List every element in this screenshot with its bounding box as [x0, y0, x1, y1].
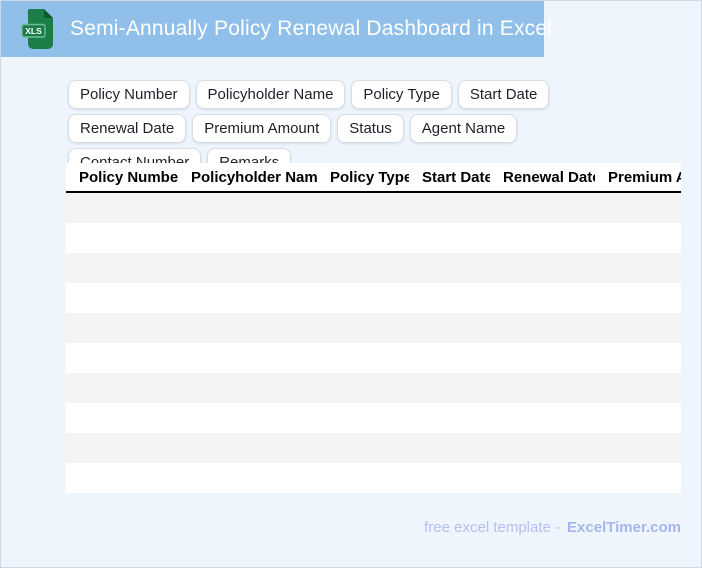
- table-row: [66, 403, 681, 433]
- column-header-policy-number: Policy Number: [66, 163, 178, 193]
- column-header-renewal-date: Renewal Date: [490, 163, 595, 193]
- table-row: [66, 192, 681, 223]
- table-row: [66, 343, 681, 373]
- chip-policy-number[interactable]: Policy Number: [68, 80, 190, 109]
- policy-table: Policy Number Policyholder Name Policy T…: [66, 163, 681, 493]
- column-header-start-date: Start Date: [409, 163, 490, 193]
- table-row: [66, 373, 681, 403]
- xls-file-icon: XLS: [21, 9, 53, 49]
- table-row: [66, 433, 681, 463]
- column-header-policy-type: Policy Type: [317, 163, 409, 193]
- spreadsheet-preview: Policy Number Policyholder Name Policy T…: [66, 163, 681, 493]
- chip-premium-amount[interactable]: Premium Amount: [192, 114, 332, 143]
- column-header-premium-amount: Premium Amount: [595, 163, 681, 193]
- chip-agent-name[interactable]: Agent Name: [409, 114, 518, 143]
- table-row: [66, 283, 681, 313]
- footer-watermark: free excel template - ExcelTimer.com: [424, 519, 681, 536]
- column-header-policyholder-name: Policyholder Name: [178, 163, 317, 193]
- page-title: Semi-Annually Policy Renewal Dashboard i…: [70, 17, 553, 40]
- table-header-row: Policy Number Policyholder Name Policy T…: [66, 163, 681, 193]
- chip-policyholder-name[interactable]: Policyholder Name: [195, 80, 346, 109]
- xls-icon-label: XLS: [25, 26, 42, 36]
- table-row: [66, 313, 681, 343]
- header-banner: XLS Semi-Annually Policy Renewal Dashboa…: [1, 1, 552, 57]
- chip-start-date[interactable]: Start Date: [457, 80, 550, 109]
- footer-brand: ExcelTimer.com: [567, 519, 681, 536]
- footer-text: free excel template -: [424, 519, 561, 536]
- field-chip-group: Policy Number Policyholder Name Policy T…: [68, 80, 652, 177]
- table-row: [66, 463, 681, 493]
- chip-policy-type[interactable]: Policy Type: [351, 80, 452, 109]
- table-row: [66, 253, 681, 283]
- chip-status[interactable]: Status: [337, 114, 404, 143]
- chip-renewal-date[interactable]: Renewal Date: [68, 114, 187, 143]
- table-row: [66, 223, 681, 253]
